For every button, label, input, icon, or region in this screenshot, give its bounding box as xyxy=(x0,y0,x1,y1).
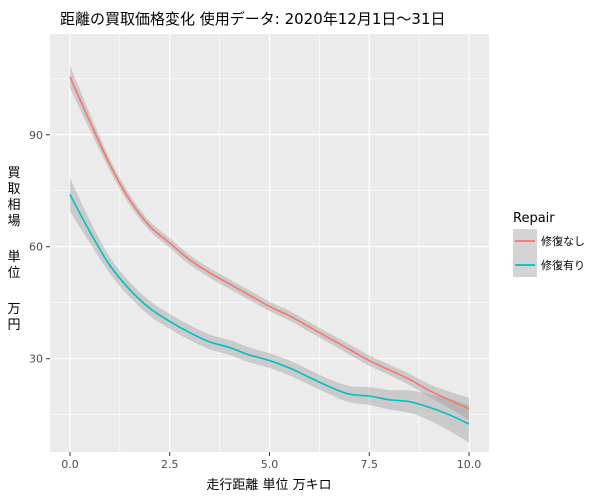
legend-title: Repair xyxy=(513,211,555,226)
confidence-band xyxy=(69,177,470,443)
series-line xyxy=(69,76,470,410)
x-axis: 0.0 2.5 5.0 7.5 10.0 xyxy=(61,452,481,471)
series-layer xyxy=(69,65,470,443)
y-tick-label: 90 xyxy=(29,129,43,142)
y-tick-label: 60 xyxy=(29,241,43,254)
legend-item: 修復有り xyxy=(513,253,585,277)
y-axis-title-text: 買取相場 単位 万円 xyxy=(7,166,20,333)
x-tick-label: 0.0 xyxy=(61,458,79,471)
legend-label: 修復有り xyxy=(541,258,585,272)
legend-label: 修復なし xyxy=(541,234,585,248)
series-line xyxy=(69,194,470,425)
y-axis: 30 60 90 xyxy=(29,129,50,366)
x-tick-label: 10.0 xyxy=(457,458,482,471)
y-tick-label: 30 xyxy=(29,353,43,366)
chart-title: 距離の買取価格変化 使用データ: 2020年12月1日～31日 xyxy=(60,10,445,28)
confidence-band xyxy=(69,65,470,421)
legend-item: 修復なし xyxy=(513,229,585,253)
x-tick-label: 7.5 xyxy=(361,458,379,471)
plot-panel xyxy=(50,34,489,452)
x-tick-label: 2.5 xyxy=(161,458,179,471)
x-tick-label: 5.0 xyxy=(261,458,279,471)
x-axis-title: 走行距離 単位 万キロ xyxy=(206,477,331,493)
y-axis-title: 買取相場 単位 万円 xyxy=(7,166,20,333)
